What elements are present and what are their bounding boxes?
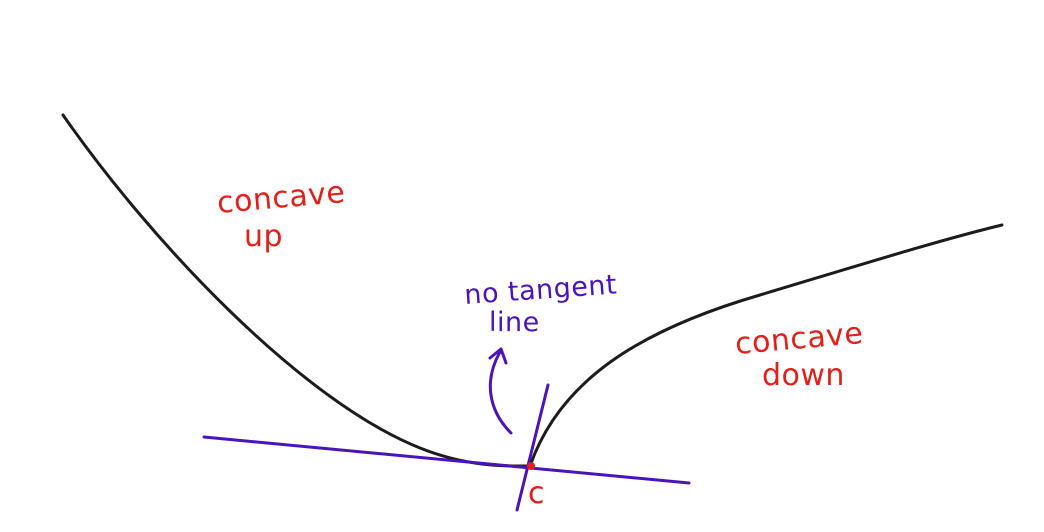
curve-concave-down-branch bbox=[528, 223, 1004, 468]
concave-up-label-line1: concave bbox=[216, 175, 347, 221]
no-tangent-label-line2: line bbox=[489, 307, 540, 338]
near-horizontal-line bbox=[202, 435, 691, 485]
arrow-head-icon bbox=[488, 347, 508, 365]
steep-line bbox=[515, 383, 550, 512]
curve-concave-up-branch bbox=[61, 113, 532, 468]
curved-arrow-icon bbox=[488, 350, 513, 435]
point-c-label: c bbox=[528, 476, 545, 511]
point-c-marker bbox=[527, 462, 535, 470]
concave-down-label-line1: concave bbox=[734, 316, 865, 362]
concave-up-label-line2: up bbox=[244, 219, 283, 254]
concave-down-label-line2: down bbox=[762, 358, 845, 393]
no-tangent-label-line1: no tangent bbox=[463, 269, 618, 311]
